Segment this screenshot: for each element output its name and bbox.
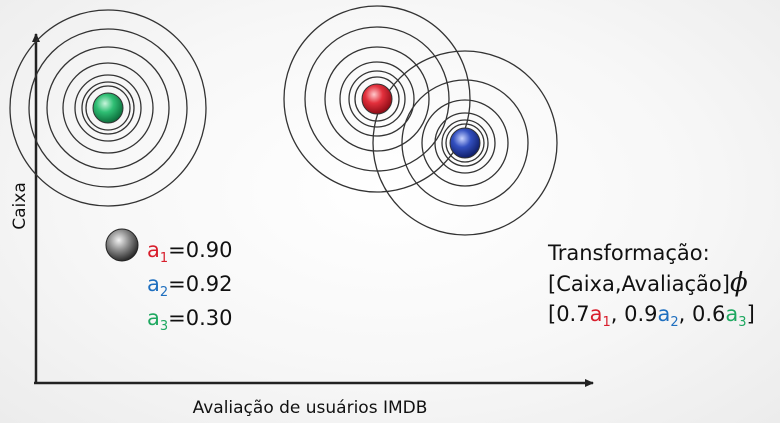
transformation-title: Transformação: [548, 241, 710, 265]
y-axis-label: Caixa [10, 182, 30, 230]
gray-query-node [105, 228, 139, 262]
transformation-mapping: [Caixa,Avaliação]ϕ [548, 268, 748, 298]
x-axis-label: Avaliação de usuários IMDB [192, 398, 428, 418]
weight-a1: a1=0.90 [147, 238, 233, 266]
phi-symbol: ϕ [729, 268, 748, 298]
blue-contour-rings [372, 50, 558, 236]
green-node [92, 92, 124, 124]
weight-a2: a2=0.92 [147, 272, 233, 300]
green-contour-rings [9, 9, 207, 207]
transformation-vector: [0.7a1, 0.9a2, 0.6a3] [548, 302, 755, 330]
blue-node [449, 127, 481, 159]
red-node [361, 83, 393, 115]
transformation-block: Transformação: [Caixa,Avaliação]ϕ [0.7a1… [548, 238, 755, 338]
weights-list: a1=0.90 a2=0.92 a3=0.30 [147, 233, 233, 335]
weight-a3: a3=0.30 [147, 306, 233, 334]
